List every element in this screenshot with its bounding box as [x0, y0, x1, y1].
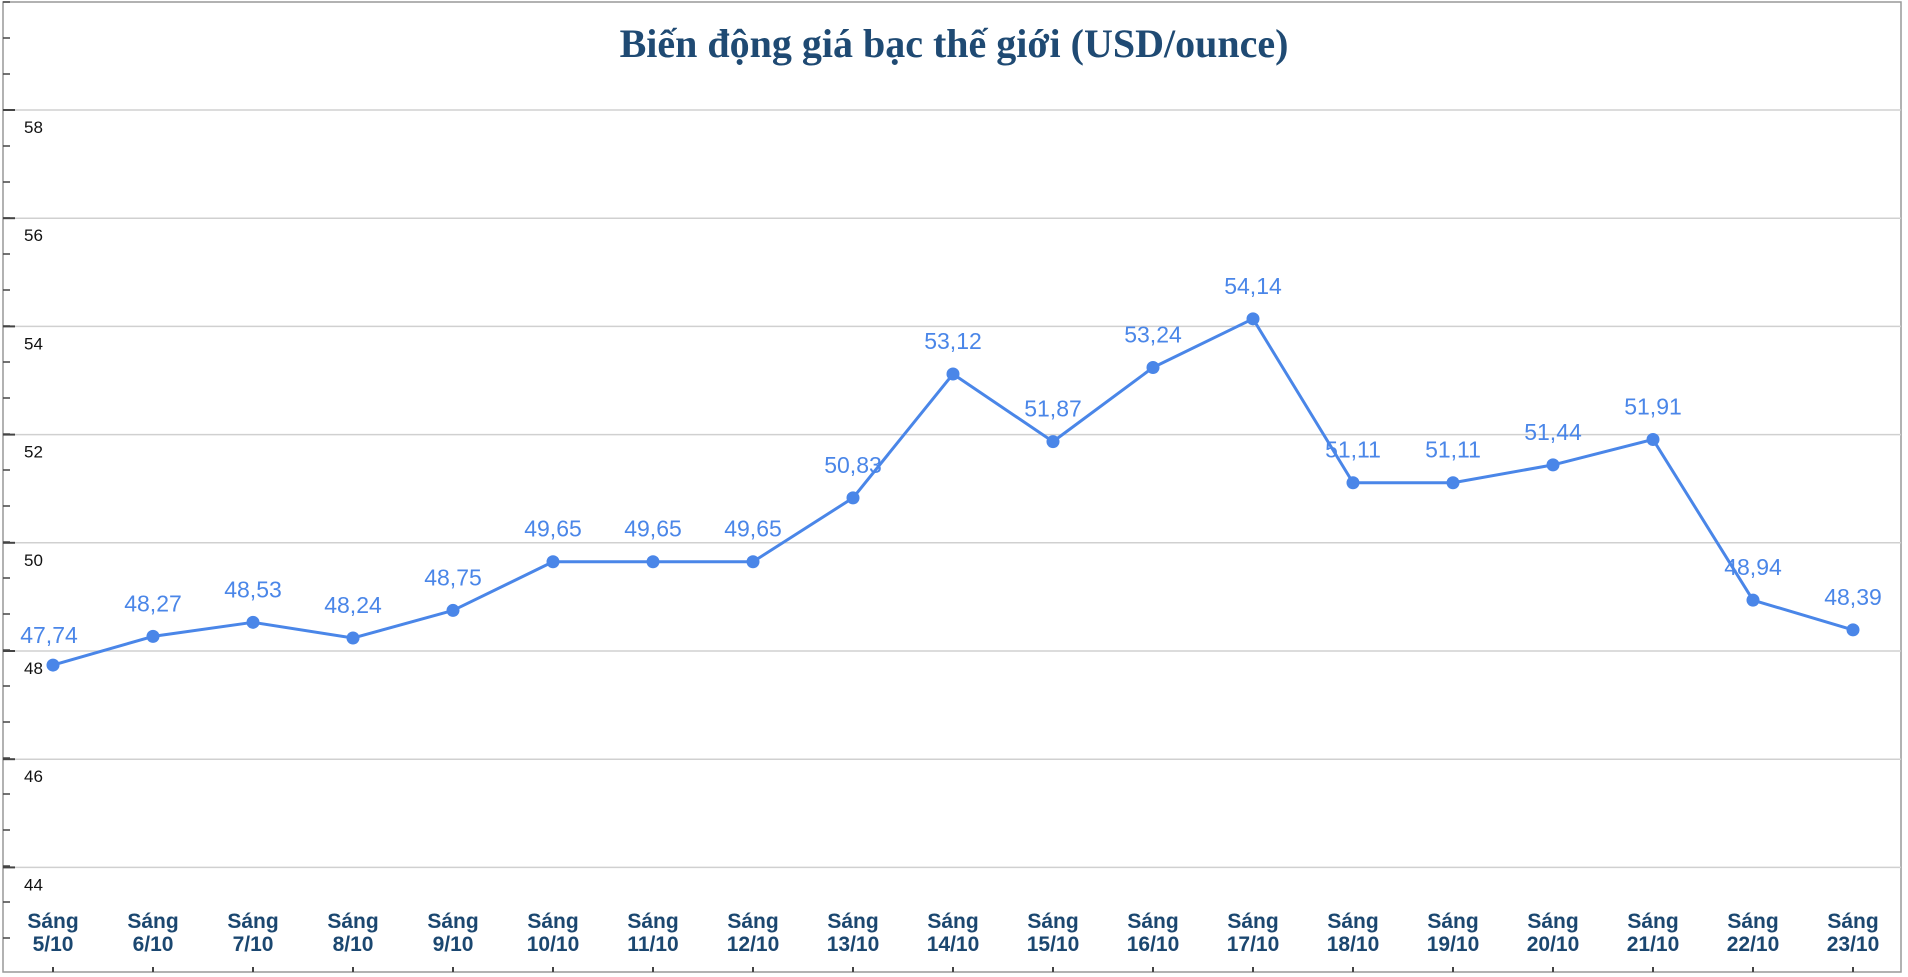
x-tick-label: 19/10	[1427, 933, 1480, 956]
data-point	[46, 658, 60, 672]
data-point	[746, 555, 760, 569]
data-label: 51,87	[1024, 396, 1082, 422]
data-label: 48,39	[1824, 584, 1882, 610]
x-tick-label: Sáng	[127, 910, 178, 933]
data-point	[946, 367, 960, 381]
data-label: 47,74	[20, 622, 78, 648]
x-tick-label: 20/10	[1527, 933, 1580, 956]
data-label: 53,12	[924, 328, 982, 354]
x-tick-label: Sáng	[1127, 910, 1178, 933]
data-point	[846, 491, 860, 505]
x-tick-label: Sáng	[627, 910, 678, 933]
x-tick-label: 5/10	[33, 933, 74, 956]
x-tick-label: Sáng	[827, 910, 878, 933]
data-point	[1846, 623, 1860, 637]
data-label: 51,11	[1425, 437, 1481, 463]
data-point	[646, 555, 660, 569]
x-tick-label: Sáng	[727, 910, 778, 933]
data-label: 49,65	[724, 516, 782, 542]
x-tick-label: 9/10	[433, 933, 474, 956]
x-tick-label: 14/10	[927, 933, 980, 956]
data-label: 54,14	[1224, 273, 1282, 299]
x-tick-label: Sáng	[927, 910, 978, 933]
data-label: 53,24	[1124, 322, 1182, 348]
data-point	[246, 615, 260, 629]
x-tick-label: Sáng	[1827, 910, 1878, 933]
data-point	[1046, 435, 1060, 449]
x-tick-label: Sáng	[527, 910, 578, 933]
x-tick-label: Sáng	[1427, 910, 1478, 933]
x-tick-label: Sáng	[1227, 910, 1278, 933]
data-label: 51,11	[1325, 437, 1381, 463]
data-label: 48,27	[124, 590, 182, 616]
data-label: 49,65	[524, 516, 582, 542]
x-tick-label: 21/10	[1627, 933, 1680, 956]
x-tick-label: 15/10	[1027, 933, 1080, 956]
x-tick-label: 22/10	[1727, 933, 1780, 956]
x-tick-label: 18/10	[1327, 933, 1380, 956]
chart-title: Biến động giá bạc thế giới (USD/ounce)	[619, 21, 1289, 66]
data-point	[1446, 476, 1460, 490]
x-tick-label: 7/10	[233, 933, 274, 956]
y-tick-label: 50	[24, 551, 43, 570]
y-tick-label: 46	[24, 767, 43, 786]
data-label: 51,44	[1524, 419, 1582, 445]
x-tick-label: Sáng	[227, 910, 278, 933]
x-tick-label: 17/10	[1227, 933, 1280, 956]
data-label: 50,83	[824, 452, 882, 478]
x-tick-label: Sáng	[1327, 910, 1378, 933]
data-point	[1646, 432, 1660, 446]
data-point	[1246, 312, 1260, 326]
x-tick-label: Sáng	[1527, 910, 1578, 933]
x-tick-label: Sáng	[427, 910, 478, 933]
x-tick-label: 13/10	[827, 933, 880, 956]
data-point	[346, 631, 360, 645]
x-tick-label: 23/10	[1827, 933, 1880, 956]
data-label: 49,65	[624, 516, 682, 542]
x-tick-label: 6/10	[133, 933, 174, 956]
data-label: 48,53	[224, 576, 282, 602]
x-tick-label: Sáng	[27, 910, 78, 933]
data-label: 51,91	[1624, 393, 1682, 419]
data-point	[1146, 361, 1160, 375]
x-tick-label: 16/10	[1127, 933, 1180, 956]
x-tick-label: 10/10	[527, 933, 580, 956]
x-tick-label: Sáng	[1727, 910, 1778, 933]
data-point	[146, 629, 160, 643]
data-point	[446, 603, 460, 617]
y-tick-label: 54	[24, 334, 43, 353]
x-tick-label: 11/10	[627, 933, 678, 956]
x-tick-label: 8/10	[333, 933, 374, 956]
y-tick-label: 52	[24, 443, 43, 462]
x-tick-label: Sáng	[327, 910, 378, 933]
data-point	[546, 555, 560, 569]
x-tick-label: Sáng	[1627, 910, 1678, 933]
data-label: 48,75	[424, 564, 482, 590]
x-tick-label: Sáng	[1027, 910, 1078, 933]
y-tick-label: 58	[24, 118, 43, 137]
data-label: 48,94	[1724, 554, 1782, 580]
data-point	[1546, 458, 1560, 472]
y-tick-label: 48	[24, 659, 43, 678]
data-point	[1346, 476, 1360, 490]
y-tick-label: 44	[24, 875, 43, 894]
x-tick-label: 12/10	[727, 933, 780, 956]
y-tick-label: 56	[24, 226, 43, 245]
data-point	[1746, 593, 1760, 607]
data-label: 48,24	[324, 592, 382, 618]
